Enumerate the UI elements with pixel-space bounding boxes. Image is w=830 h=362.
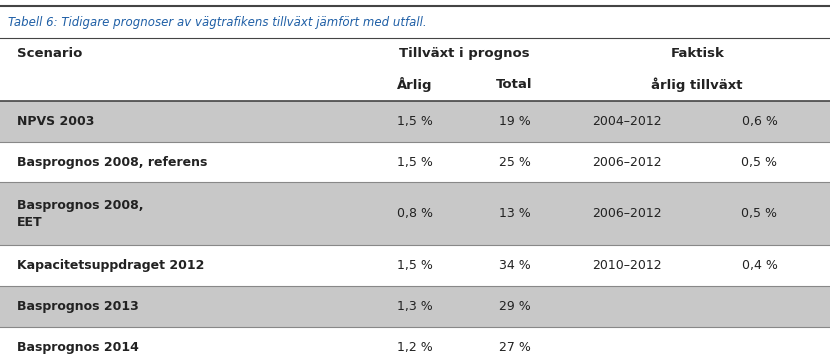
Text: NPVS 2003: NPVS 2003 bbox=[17, 115, 94, 128]
Text: 13 %: 13 % bbox=[499, 207, 530, 220]
Text: Basprognos 2014: Basprognos 2014 bbox=[17, 341, 139, 354]
Text: 0,4 %: 0,4 % bbox=[741, 259, 778, 272]
Text: 0,5 %: 0,5 % bbox=[741, 156, 778, 169]
Text: 1,3 %: 1,3 % bbox=[397, 300, 433, 313]
Text: Total: Total bbox=[496, 79, 533, 92]
Text: årlig tillväxt: årlig tillväxt bbox=[652, 78, 743, 92]
Text: Tillväxt i prognos: Tillväxt i prognos bbox=[399, 47, 530, 60]
Text: 0,6 %: 0,6 % bbox=[741, 115, 778, 128]
Polygon shape bbox=[0, 142, 830, 182]
Text: 1,5 %: 1,5 % bbox=[397, 115, 433, 128]
Polygon shape bbox=[0, 38, 830, 69]
Text: 1,5 %: 1,5 % bbox=[397, 156, 433, 169]
Text: 19 %: 19 % bbox=[499, 115, 530, 128]
Text: 0,8 %: 0,8 % bbox=[397, 207, 433, 220]
Text: Årlig: Årlig bbox=[398, 77, 432, 92]
Text: Kapacitetsuppdraget 2012: Kapacitetsuppdraget 2012 bbox=[17, 259, 204, 272]
Polygon shape bbox=[0, 182, 830, 245]
Text: 1,2 %: 1,2 % bbox=[397, 341, 433, 354]
Polygon shape bbox=[0, 6, 830, 38]
Text: Basprognos 2008,
EET: Basprognos 2008, EET bbox=[17, 199, 143, 229]
Text: 1,5 %: 1,5 % bbox=[397, 259, 433, 272]
Text: 2010–2012: 2010–2012 bbox=[592, 259, 662, 272]
Text: 0,5 %: 0,5 % bbox=[741, 207, 778, 220]
Text: Basprognos 2008, referens: Basprognos 2008, referens bbox=[17, 156, 207, 169]
Text: 25 %: 25 % bbox=[499, 156, 530, 169]
Text: 2006–2012: 2006–2012 bbox=[592, 156, 662, 169]
Polygon shape bbox=[0, 101, 830, 142]
Text: Tabell 6: Tidigare prognoser av vägtrafikens tillväxt jämfört med utfall.: Tabell 6: Tidigare prognoser av vägtrafi… bbox=[8, 16, 427, 29]
Text: Basprognos 2013: Basprognos 2013 bbox=[17, 300, 139, 313]
Text: 29 %: 29 % bbox=[499, 300, 530, 313]
Text: Faktisk: Faktisk bbox=[671, 47, 724, 60]
Polygon shape bbox=[0, 69, 830, 101]
Polygon shape bbox=[0, 245, 830, 286]
Polygon shape bbox=[0, 286, 830, 327]
Polygon shape bbox=[0, 327, 830, 362]
Text: 27 %: 27 % bbox=[499, 341, 530, 354]
Text: Scenario: Scenario bbox=[17, 47, 82, 60]
Text: 2006–2012: 2006–2012 bbox=[592, 207, 662, 220]
Text: 34 %: 34 % bbox=[499, 259, 530, 272]
Text: 2004–2012: 2004–2012 bbox=[592, 115, 662, 128]
